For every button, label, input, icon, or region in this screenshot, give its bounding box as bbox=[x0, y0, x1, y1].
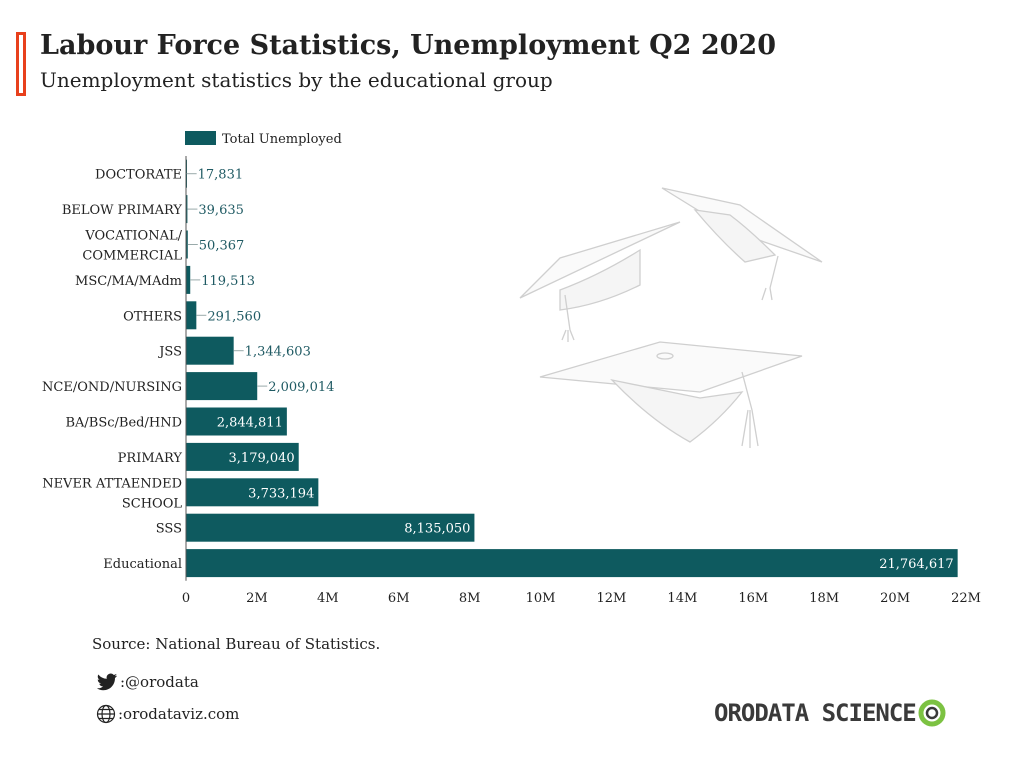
category-label: PRIMARY bbox=[118, 451, 183, 466]
category-label: Educational bbox=[103, 557, 182, 572]
source-note: Source: National Bureau of Statistics. bbox=[92, 635, 381, 653]
category-label: NEVER ATTAENDED SCHOOL bbox=[42, 476, 182, 511]
title-accent-bar bbox=[16, 32, 26, 96]
logo-text: ORODATA SCIENCE bbox=[714, 699, 917, 727]
chart-legend: Total Unemployed bbox=[185, 131, 342, 147]
category-label-line: BELOW PRIMARY bbox=[62, 203, 183, 218]
data-label: 3,733,194 bbox=[248, 486, 314, 501]
bar bbox=[186, 442, 299, 471]
category-label-line: PRIMARY bbox=[118, 451, 183, 466]
category-label: MSC/MA/MAdm bbox=[75, 274, 182, 289]
x-tick-label: 12M bbox=[597, 591, 627, 606]
bar bbox=[186, 407, 287, 436]
category-label: OTHERS bbox=[123, 309, 182, 324]
graduation-caps-illustration bbox=[519, 187, 823, 448]
x-tick-label: 4M bbox=[317, 591, 339, 606]
twitter-handle-text: :@orodata bbox=[120, 673, 199, 691]
website-link[interactable]: :orodataviz.com bbox=[96, 704, 239, 724]
twitter-handle: :@orodata bbox=[96, 672, 199, 692]
orodata-logo: ORODATA SCIENCE bbox=[714, 696, 950, 730]
category-label-line: BA/BSc/Bed/HND bbox=[65, 416, 182, 431]
data-label: 3,179,040 bbox=[229, 451, 295, 466]
x-tick-label: 20M bbox=[880, 591, 910, 606]
x-tick-label: 22M bbox=[951, 591, 981, 606]
category-label: SSS bbox=[156, 522, 182, 537]
category-label-line: Educational bbox=[103, 557, 182, 572]
x-tick-label: 8M bbox=[459, 591, 481, 606]
data-label: 8,135,050 bbox=[404, 522, 470, 537]
twitter-icon bbox=[96, 673, 118, 691]
data-label: 17,831 bbox=[198, 168, 244, 183]
graduation-cap-icon bbox=[519, 221, 681, 342]
category-label: VOCATIONAL/COMMERCIAL bbox=[82, 229, 182, 264]
data-label: 2,009,014 bbox=[268, 380, 334, 395]
data-label: 2,844,811 bbox=[217, 416, 283, 431]
x-tick-label: 18M bbox=[809, 591, 839, 606]
x-tick-label: 14M bbox=[667, 591, 697, 606]
category-label-line: VOCATIONAL/ bbox=[84, 229, 182, 244]
category-label: NCE/OND/NURSING bbox=[42, 380, 182, 395]
chart-title: Labour Force Statistics, Unemployment Q2… bbox=[40, 30, 776, 61]
bar bbox=[186, 195, 188, 224]
bar bbox=[186, 372, 258, 401]
category-label-line: MSC/MA/MAdm bbox=[75, 274, 182, 289]
bar bbox=[186, 301, 197, 330]
data-label: 39,635 bbox=[198, 203, 244, 218]
data-label: 1,344,603 bbox=[245, 345, 311, 360]
globe-icon bbox=[96, 704, 116, 724]
data-label: 291,560 bbox=[207, 309, 261, 324]
x-tick-label: 10M bbox=[526, 591, 556, 606]
category-label-line: SCHOOL bbox=[122, 496, 183, 511]
graduation-cap-icon bbox=[539, 341, 803, 448]
bars-group: DOCTORATE 17,831 BELOW PRIMARY 39,635 VOCATI… bbox=[42, 159, 958, 578]
x-tick-label: 0 bbox=[182, 591, 190, 606]
category-label-line: JSS bbox=[157, 345, 182, 360]
x-tick-label: 16M bbox=[738, 591, 768, 606]
data-label: 119,513 bbox=[201, 274, 255, 289]
category-label-line: COMMERCIAL bbox=[82, 249, 182, 264]
bar bbox=[186, 230, 188, 259]
x-tick-label: 2M bbox=[246, 591, 268, 606]
legend-swatch bbox=[185, 131, 216, 145]
category-label-line: DOCTORATE bbox=[95, 168, 182, 183]
graduation-cap-icon bbox=[661, 187, 823, 301]
category-label-line: NCE/OND/NURSING bbox=[42, 380, 182, 395]
bar bbox=[186, 513, 475, 542]
bar bbox=[186, 478, 319, 507]
x-tick-label: 6M bbox=[388, 591, 410, 606]
website-text: :orodataviz.com bbox=[118, 705, 240, 723]
bar bbox=[186, 336, 234, 365]
category-label: BA/BSc/Bed/HND bbox=[65, 416, 182, 431]
bar-chart: Total Unemployed DOCTORATE 17,831 BELOW PR… bbox=[42, 131, 981, 606]
data-label: 50,367 bbox=[199, 239, 245, 254]
category-label: DOCTORATE bbox=[95, 168, 182, 183]
category-label-line: OTHERS bbox=[123, 309, 182, 324]
logo-ring-icon bbox=[918, 699, 946, 727]
legend-label: Total Unemployed bbox=[222, 132, 342, 147]
data-label: 21,764,617 bbox=[879, 557, 953, 572]
chart-subtitle: Unemployment statistics by the education… bbox=[40, 68, 553, 92]
category-label-line: NEVER ATTAENDED bbox=[42, 476, 182, 491]
bar bbox=[186, 265, 191, 294]
category-label-line: SSS bbox=[156, 522, 182, 537]
category-label: JSS bbox=[157, 345, 182, 360]
x-axis: 0 2M 4M 6M 8M 10M 12M 14M 16M 18M 20M 22M bbox=[182, 156, 981, 606]
bar bbox=[186, 549, 958, 578]
category-label: BELOW PRIMARY bbox=[62, 203, 183, 218]
